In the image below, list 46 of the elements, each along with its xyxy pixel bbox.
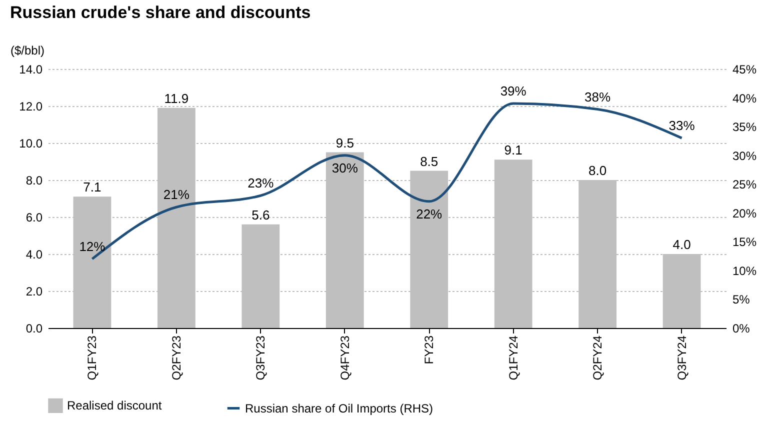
legend-label: Realised discount xyxy=(67,398,162,413)
data-label: 9.5 xyxy=(336,135,354,150)
x-tick-label: Q2FY24 xyxy=(590,335,605,380)
data-label: 22% xyxy=(416,206,443,222)
x-tick-label: Q1FY24 xyxy=(506,335,520,380)
y-tick-label: 14.0 xyxy=(19,62,43,76)
y2-tick-label: 30% xyxy=(732,148,757,163)
data-label: 21% xyxy=(163,187,190,202)
y2-tick-label: 20% xyxy=(732,206,757,220)
y2-tick-label: 35% xyxy=(732,120,757,134)
y2-tick-label: 5% xyxy=(732,292,750,307)
data-label: 4.0 xyxy=(672,237,691,252)
x-tick-label: Q3FY23 xyxy=(254,335,268,380)
data-label: 7.1 xyxy=(83,180,102,195)
x-tick-label: FY23 xyxy=(422,335,436,364)
y2-tick-label: 10% xyxy=(732,264,757,278)
y2-tick-label: 40% xyxy=(732,91,757,106)
y2-tick-label: 45% xyxy=(732,62,757,76)
y-tick-label: 6.0 xyxy=(26,210,43,224)
data-label: 23% xyxy=(248,176,274,191)
y-tick-label: 10.0 xyxy=(19,136,43,150)
data-label: 38% xyxy=(584,89,612,104)
data-label: 8.5 xyxy=(420,154,438,169)
data-label: 8.0 xyxy=(588,163,607,178)
y-tick-label: 4.0 xyxy=(26,248,43,262)
chart-title: Russian crude's share and discounts xyxy=(10,3,311,22)
data-label: 9.1 xyxy=(504,142,522,158)
y-axis-title: ($/bbl) xyxy=(10,44,45,58)
data-label: 30% xyxy=(332,160,358,176)
y-tick-label: 8.0 xyxy=(26,174,43,188)
x-tick-label: Q3FY24 xyxy=(674,335,689,380)
x-tick-label: Q4FY23 xyxy=(338,335,352,380)
data-label: 12% xyxy=(79,238,106,254)
legend-label: Russian share of Oil Imports (RHS) xyxy=(245,401,434,416)
y-tick-label: 12.0 xyxy=(19,100,43,114)
y2-tick-label: 15% xyxy=(732,235,757,250)
data-label: 11.9 xyxy=(164,90,189,106)
x-tick-label: Q1FY23 xyxy=(85,335,100,380)
data-label: 33% xyxy=(668,118,696,134)
y-tick-label: 0.0 xyxy=(26,322,43,336)
data-label: 39% xyxy=(500,84,527,99)
x-tick-label: Q2FY23 xyxy=(169,335,184,380)
y-tick-label: 2.0 xyxy=(26,284,43,298)
y2-tick-label: 0% xyxy=(732,322,750,336)
data-label: 5.6 xyxy=(252,207,270,222)
y2-tick-label: 25% xyxy=(732,178,757,192)
